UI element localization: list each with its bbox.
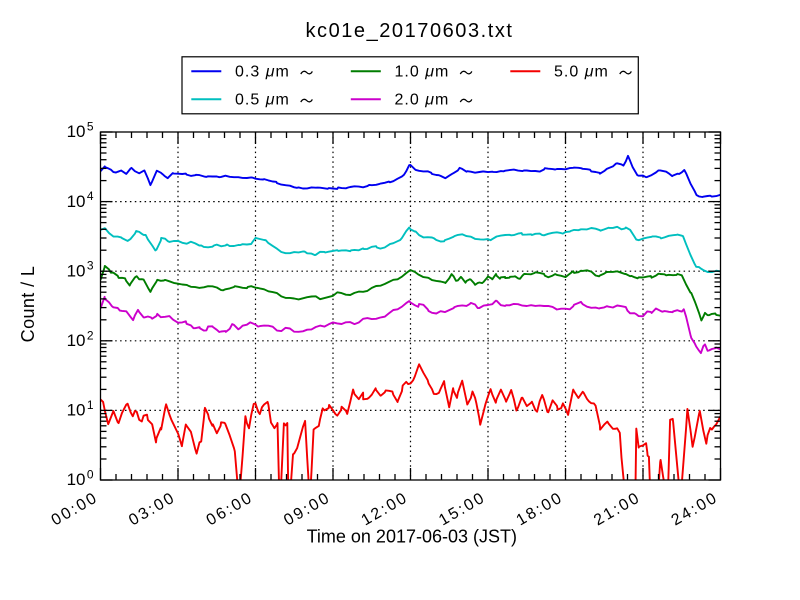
svg-text:10: 10 [67,261,86,280]
svg-text:0.5 μm: 0.5 μm [235,92,290,109]
svg-text:0.3 μm: 0.3 μm [235,64,290,81]
svg-text:0: 0 [87,468,94,482]
svg-text:10: 10 [67,470,86,489]
svg-text:Time on 2017-06-03 (JST): Time on 2017-06-03 (JST) [307,527,517,547]
svg-text:10: 10 [67,331,86,350]
svg-text:10: 10 [67,401,86,420]
svg-text:10: 10 [67,192,86,211]
svg-text:10: 10 [67,122,86,141]
svg-text:4: 4 [87,189,94,203]
svg-text:1: 1 [87,398,94,412]
svg-text:Count / L: Count / L [18,266,38,343]
svg-text:1.0 μm: 1.0 μm [395,64,450,81]
svg-text:5.0 μm: 5.0 μm [554,64,609,81]
svg-text:5: 5 [87,120,94,134]
svg-text:kc01e_20170603.txt: kc01e_20170603.txt [305,20,513,42]
svg-text:2: 2 [87,328,94,342]
svg-text:2.0 μm: 2.0 μm [395,92,450,109]
svg-text:3: 3 [87,259,94,273]
